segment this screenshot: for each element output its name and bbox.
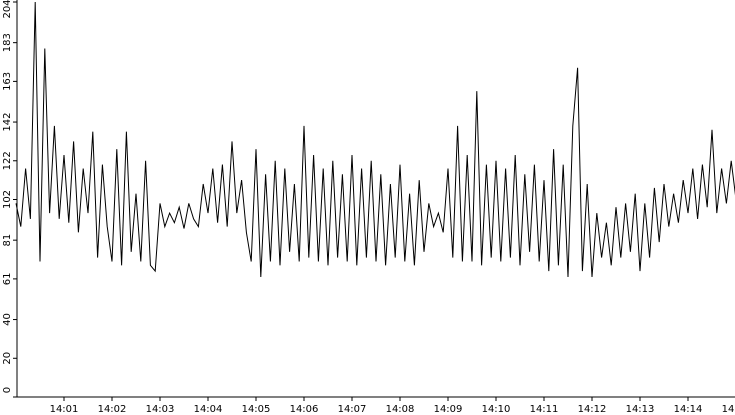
y-tick-label: 61 <box>2 273 13 286</box>
data-line <box>15 1 735 278</box>
x-tick-label: 14:07 <box>338 404 367 415</box>
x-tick-label: 14:12 <box>578 404 607 415</box>
y-tick-label: 20 <box>2 352 13 365</box>
x-tick-label: 14:10 <box>482 404 511 415</box>
x-tick-label: 14:09 <box>434 404 463 415</box>
x-tick-label: 14:02 <box>98 404 127 415</box>
y-tick-label: 122 <box>2 151 13 170</box>
x-tick-label: 14:04 <box>194 404 223 415</box>
y-tick-label: 40 <box>2 313 13 326</box>
x-tick-label: 14:14 <box>674 404 703 415</box>
y-tick-label: 142 <box>2 113 13 132</box>
y-tick-label: 0 <box>2 387 13 393</box>
x-tick-label: 14:15 <box>722 404 735 415</box>
y-tick-label: 102 <box>2 190 13 209</box>
x-tick-label: 14:01 <box>50 404 79 415</box>
x-tick-label: 14:08 <box>386 404 415 415</box>
x-tick-label: 14:13 <box>626 404 655 415</box>
x-tick-label: 14:06 <box>290 404 319 415</box>
y-tick-label: 163 <box>2 72 13 91</box>
y-tick-label: 183 <box>2 33 13 52</box>
x-tick-label: 14:03 <box>146 404 175 415</box>
y-tick-label: 204 <box>2 0 13 19</box>
y-tick-label: 81 <box>2 234 13 247</box>
x-tick-label: 14:11 <box>530 404 559 415</box>
x-tick-label: 14:05 <box>242 404 271 415</box>
